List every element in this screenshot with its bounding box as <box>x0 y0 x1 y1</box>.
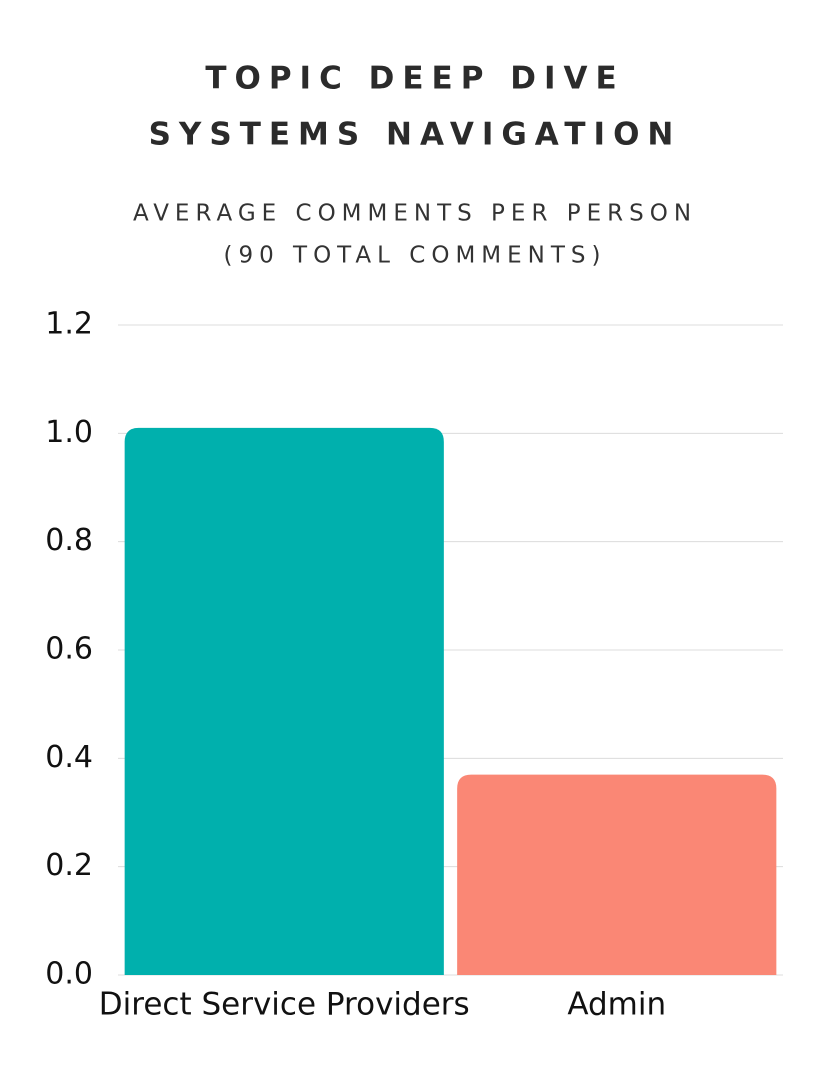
chart-title: TOPIC DEEP DIVE <box>205 61 624 97</box>
y-tick-label: 0.0 <box>45 957 93 992</box>
bar <box>124 427 444 976</box>
chart-subtitle: AVERAGE COMMENTS PER PERSON <box>133 201 697 227</box>
y-tick-label: 0.4 <box>45 740 93 775</box>
y-tick-label: 1.0 <box>45 415 93 450</box>
y-tick-label: 0.8 <box>45 523 93 558</box>
y-tick-label: 0.2 <box>45 848 93 883</box>
bar <box>457 774 777 975</box>
x-tick-label: Admin <box>567 987 666 1023</box>
y-tick-label: 1.2 <box>45 307 93 342</box>
chart-subtitle: (90 TOTAL COMMENTS) <box>223 243 606 269</box>
x-tick-label: Direct Service Providers <box>99 987 470 1023</box>
chart-title: SYSTEMS NAVIGATION <box>149 117 682 153</box>
y-tick-label: 0.6 <box>45 632 93 667</box>
